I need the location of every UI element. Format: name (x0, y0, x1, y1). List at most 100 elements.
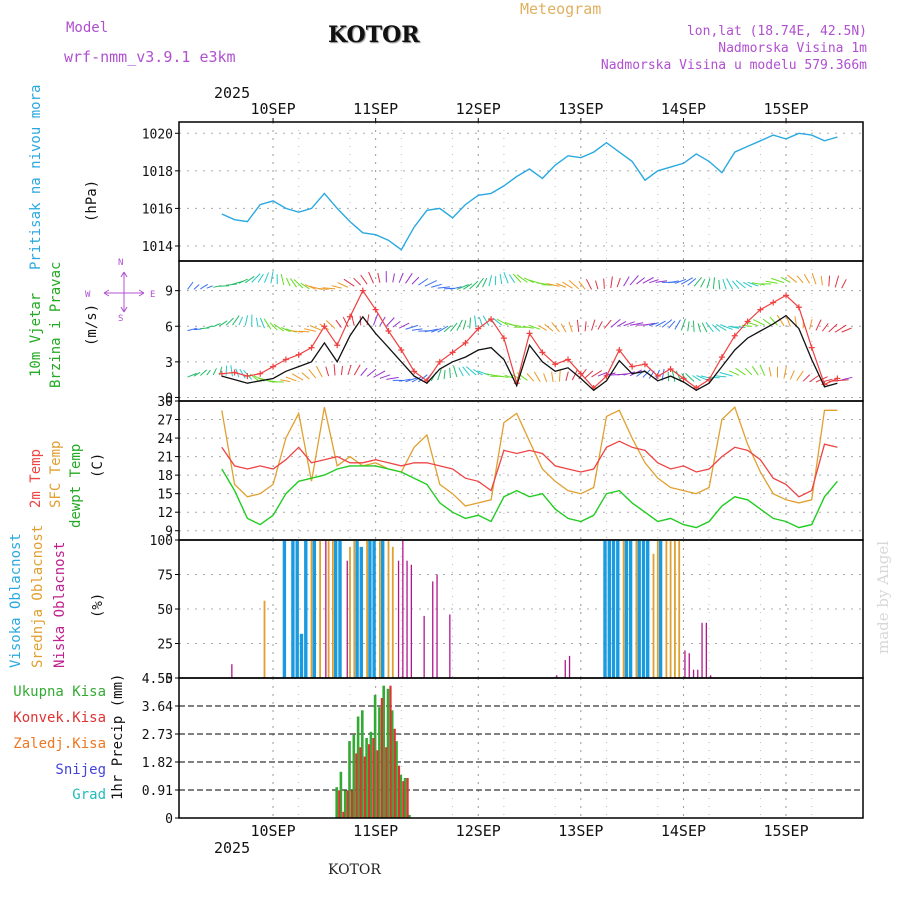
legend-hail: Grad (72, 787, 106, 803)
wind-gust-marker-48 (834, 375, 841, 382)
precip-conv-bar-11 (385, 747, 388, 818)
cloud-bar-1-13 (652, 553, 655, 678)
wind-arrow-1-40 (238, 316, 244, 326)
wind-arrow-2-265 (333, 364, 336, 376)
wind-arrow-2-190 (291, 373, 304, 381)
wind-arrow-1-160 (281, 327, 291, 333)
top-date-label-5: 15SEP (763, 100, 808, 118)
wind-arrow-2-25 (230, 365, 233, 377)
wind-gust-marker-20 (475, 325, 482, 332)
wind-arrow-2-1180 (714, 375, 727, 378)
wind-arrow-1-1435 (834, 324, 847, 333)
wind-arrow-1-520 (443, 325, 452, 333)
wind-arrow-2--65 (193, 371, 201, 377)
temp-ytick-label-3: 18 (157, 469, 173, 484)
wind-arrow-1-1420 (828, 323, 838, 333)
cloud-bar-2-3 (397, 560, 400, 678)
wind-arrow-1-220 (304, 328, 316, 332)
location-label: lon,lat (18.74E, 42.5N) (686, 24, 867, 39)
cloud-bar-1-15 (665, 540, 668, 678)
wind-arrow-1-820 (568, 321, 573, 333)
wind-arrow-0-520 (444, 287, 455, 290)
cloud-bar-0-6 (334, 540, 338, 678)
wind-gust-marker-18 (449, 349, 456, 356)
wind-arrow-0-790 (546, 283, 560, 287)
precip-conv-bar-15 (402, 781, 405, 818)
wind-arrow-2-1150 (700, 375, 714, 380)
wind-gust-marker-44 (783, 292, 790, 299)
wind-gust-marker-15 (411, 368, 418, 375)
cloud-bar-2-10 (449, 614, 451, 678)
wind-arrow-1-655 (492, 317, 503, 326)
wind-arrow-0-700 (512, 273, 522, 283)
wind-arrow-0-430 (405, 273, 413, 284)
wind-gust-marker-9 (334, 342, 341, 349)
wind-arrow-1-805 (560, 323, 567, 333)
cloud-bar-0-2 (295, 540, 299, 678)
wind-arrow-0-370 (377, 272, 381, 283)
wind-arrow-0-1045 (668, 280, 679, 284)
cloud-bar-0-8 (355, 540, 359, 678)
wind-arrow-1-625 (482, 315, 490, 327)
wind-arrow-0-1225 (735, 280, 746, 289)
cloud-bar-2-5 (406, 560, 408, 678)
model-name: wrf-nmm_v3.9.1 e3km (64, 48, 236, 66)
pressure-frame (178, 121, 864, 262)
cloud-bar-2-17 (697, 669, 699, 678)
cloud-bar-0-5 (312, 540, 316, 678)
precip-ytick-label-1: 0.91 (142, 784, 173, 799)
wind-arrow-0-865 (585, 278, 592, 290)
wind-gust-marker-22 (500, 335, 507, 342)
wind-arrow-1-1285 (762, 318, 772, 326)
cloud-bar-0-11 (372, 540, 376, 678)
wind-gust-marker-27 (565, 356, 572, 363)
cloud-bar-2-7 (423, 615, 425, 678)
wind-arrow-2-280 (340, 366, 343, 376)
cloud-bar-1-17 (674, 540, 676, 678)
cloud-bar-2-2 (346, 560, 348, 678)
cloud-bar-1-5 (349, 546, 351, 678)
wind-arrow-0-1450 (841, 279, 847, 289)
wind-arrow-1-1330 (786, 316, 791, 327)
wind-arrow-1-1105 (692, 320, 695, 332)
wind-arrow-0-1000 (649, 279, 659, 284)
cloud-bar-2-13 (568, 655, 571, 678)
top-date-label-0: 10SEP (250, 100, 295, 118)
wind-arrow-1-550 (456, 319, 463, 331)
wind-arrow-2-250 (325, 366, 330, 377)
wind-arrow-0-1060 (674, 278, 687, 284)
bottom-date-label-2: 12SEP (456, 822, 501, 840)
bottom-date-label-3: 13SEP (558, 822, 603, 840)
wind-arrow-2-580 (462, 366, 471, 376)
wind-arrow-2-850 (584, 370, 594, 379)
precip-total-bar-6 (361, 710, 364, 818)
cloud-bar-2-8 (432, 581, 434, 678)
wind-arrow-0-970 (636, 277, 646, 285)
wind-arrow-0-670 (503, 272, 509, 284)
wind-arrow-2-865 (591, 370, 603, 378)
wind-arrow-1-400 (392, 321, 401, 328)
legend-freezing-rain: Zaledj.Kisa (13, 736, 106, 752)
wind-arrow-1-385 (385, 317, 395, 327)
cloud-bar-0-10 (368, 540, 372, 678)
precip-total-bar-17 (408, 814, 411, 818)
wind-arrow-1-670 (496, 318, 509, 326)
compass-arrows (103, 271, 145, 313)
wind-arrow-0-1195 (726, 278, 734, 290)
cloud-bar-2-20 (710, 675, 712, 678)
precip-total-bar-11 (382, 685, 385, 818)
wind-arrow-2--80 (187, 372, 197, 378)
wind-arrow-2-1135 (696, 375, 708, 381)
wind-gust-marker-13 (385, 328, 392, 334)
bottom-date-label-1: 11SEP (353, 822, 398, 840)
wind-arrow-0-985 (642, 277, 654, 284)
wind-ytick-label-1: 3 (165, 356, 173, 371)
precip-total-bar-4 (352, 734, 356, 818)
wind-arrow-0--65 (193, 284, 200, 290)
wind-gust-marker-31 (616, 346, 623, 353)
model-elevation-label: Nadmorska Visina u modelu 579.366m (600, 58, 867, 73)
wind-arrow-2-775 (551, 371, 554, 383)
wind-arrow-1-445 (411, 328, 423, 331)
precip-ytick-label-0: 0 (165, 812, 173, 827)
temp-ytick-label-7: 30 (157, 395, 173, 410)
